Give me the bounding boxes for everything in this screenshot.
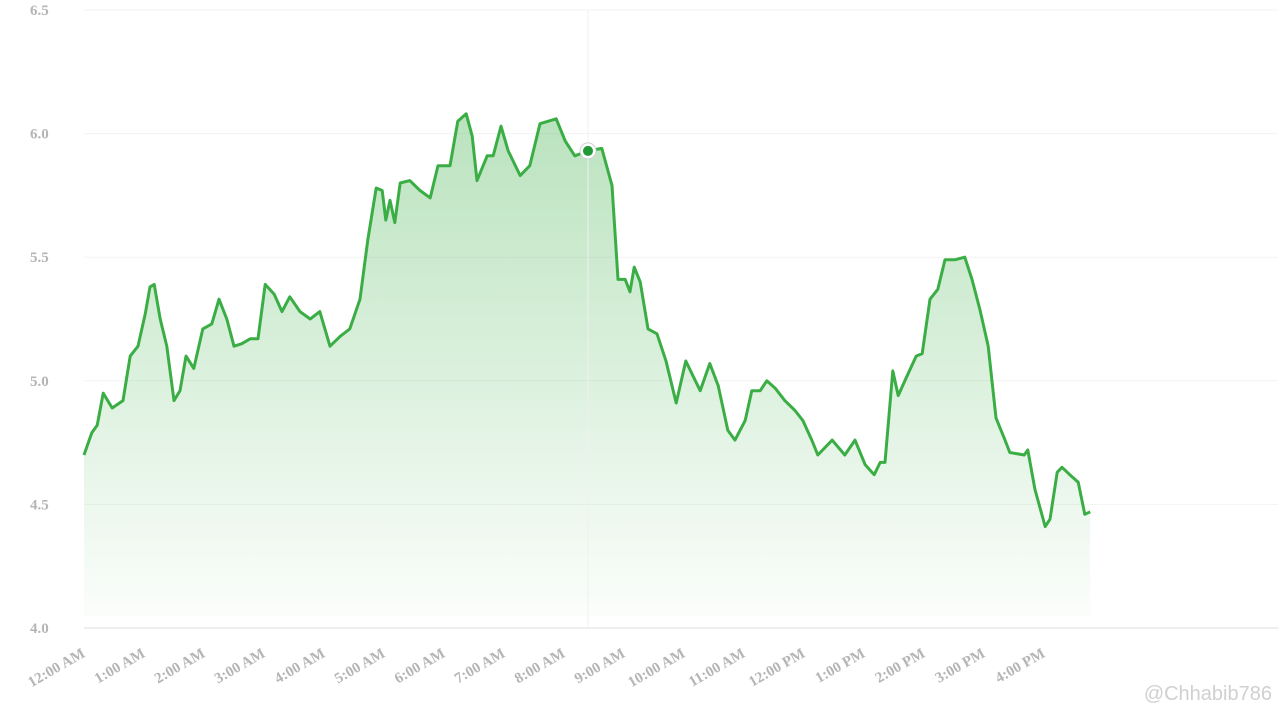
y-tick-label: 5.0 — [30, 374, 49, 390]
x-tick-label: 12:00 AM — [26, 646, 88, 691]
y-tick-label: 5.5 — [30, 250, 49, 266]
y-tick-label: 6.0 — [30, 127, 49, 143]
x-tick-label: 4:00 AM — [272, 646, 328, 688]
x-tick-label: 2:00 PM — [873, 646, 928, 687]
x-tick-label: 12:00 PM — [746, 646, 808, 691]
x-tick-label: 7:00 AM — [452, 646, 508, 688]
x-tick-label: 8:00 AM — [512, 646, 568, 688]
area-fill — [84, 113, 1091, 617]
x-tick-label: 6:00 AM — [392, 646, 448, 688]
x-tick-label: 2:00 AM — [152, 646, 208, 688]
x-tick-label: 3:00 AM — [212, 646, 268, 688]
x-tick-label: 11:00 AM — [686, 646, 748, 691]
watermark: @Chhabib786 — [1144, 683, 1272, 705]
x-tick-label: 3:00 PM — [933, 646, 988, 687]
x-tick-label: 4:00 PM — [993, 646, 1048, 687]
x-tick-label: 5:00 AM — [332, 646, 388, 688]
x-tick-label: 1:00 PM — [813, 646, 868, 687]
y-tick-label: 4.5 — [30, 497, 49, 513]
highlight-dot — [583, 145, 593, 156]
x-tick-label: 9:00 AM — [572, 646, 628, 688]
y-tick-label: 4.0 — [30, 621, 49, 637]
x-tick-label: 10:00 AM — [626, 646, 688, 691]
y-tick-label: 6.5 — [30, 3, 49, 19]
x-tick-label: 1:00 AM — [92, 646, 148, 688]
